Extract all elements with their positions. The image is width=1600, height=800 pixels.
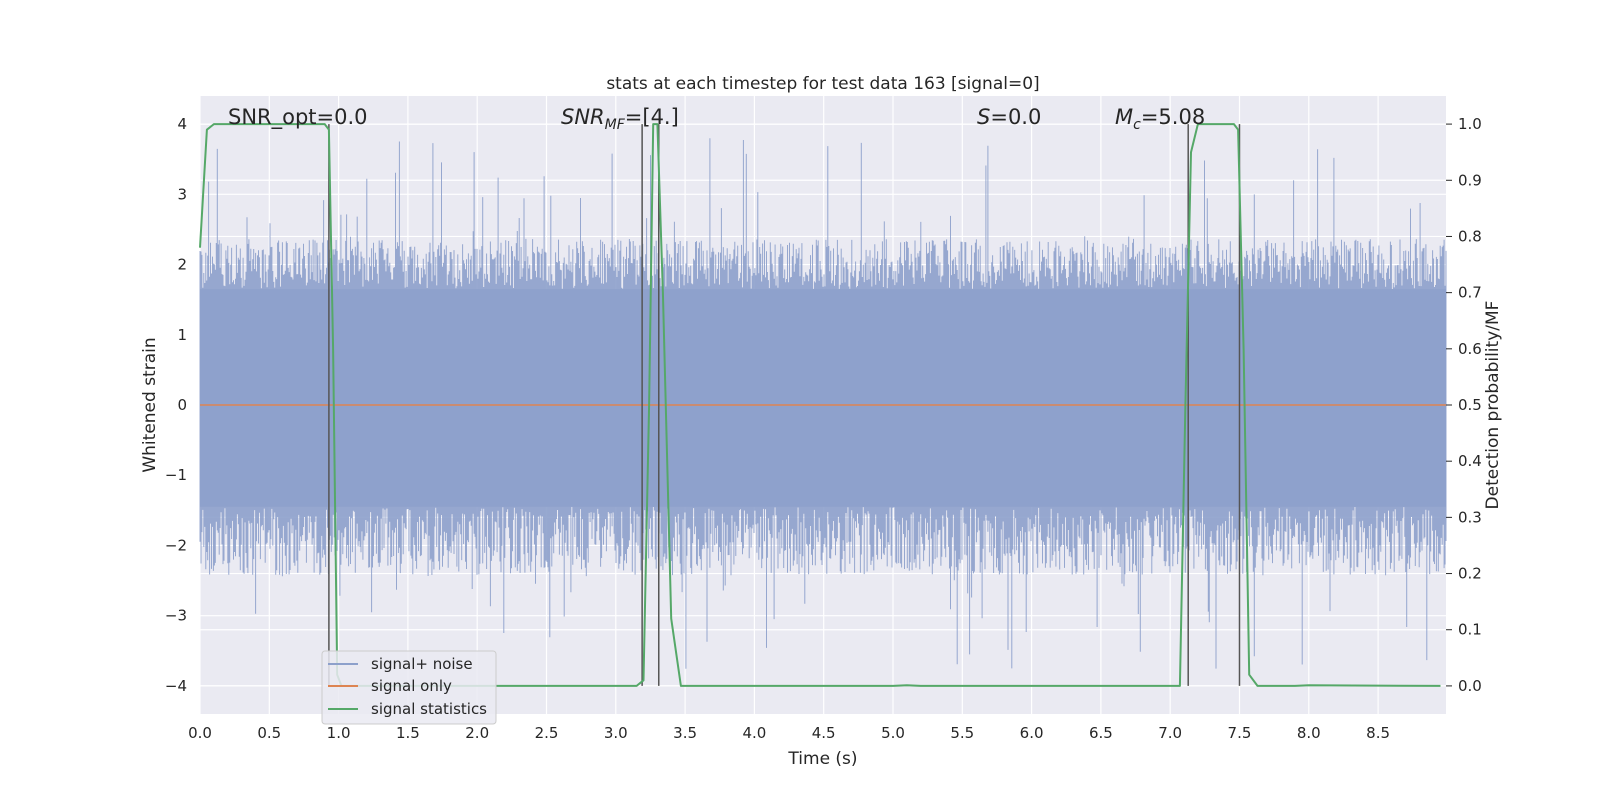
- x-tick-label-4: 2.0: [465, 724, 489, 742]
- y-ticks-left: 4 3 2 1 0 −1 −2 −3 −4: [165, 115, 187, 695]
- y-tick-right-label-10: 0.0: [1458, 677, 1482, 695]
- annotation-snr-opt: SNR_opt=0.0: [228, 105, 368, 130]
- x-tick-label-8: 4.0: [742, 724, 766, 742]
- y-tick-left-label-6: −2: [165, 536, 187, 554]
- annotation-mc-value: =5.08: [1141, 105, 1205, 129]
- y-tick-left-label-1: 3: [177, 185, 187, 203]
- x-tick-label-16: 8.0: [1297, 724, 1321, 742]
- y-tick-left-label-0: 4: [177, 115, 187, 133]
- y-tick-left-label-7: −3: [165, 607, 187, 625]
- y-ticks-right: 1.0 0.9 0.8 0.7 0.6 0.5 0.4 0.3 0.2 0.1 0.0: [1446, 115, 1482, 695]
- x-tick-label-1: 0.5: [257, 724, 281, 742]
- annotation-snr-mf-sub: MF: [605, 117, 626, 133]
- y-tick-right-label-0: 1.0: [1458, 115, 1482, 133]
- x-tick-label-14: 7.0: [1158, 724, 1182, 742]
- y-tick-right-label-9: 0.1: [1458, 621, 1482, 639]
- y-tick-right-label-3: 0.7: [1458, 284, 1482, 302]
- x-tick-label-17: 8.5: [1366, 724, 1390, 742]
- annotation-mc-base: M: [1115, 105, 1133, 129]
- y-axis-label-right: Detection probability/MF: [1483, 301, 1503, 510]
- annotation-snr-mf-base: SNR: [561, 105, 605, 129]
- y-tick-right-label-7: 0.3: [1458, 508, 1482, 526]
- annotation-s: S=0.0: [977, 105, 1041, 129]
- annotation-mc: Mc=5.08: [1115, 105, 1205, 133]
- y-tick-left-label-3: 1: [177, 326, 187, 344]
- x-tick-label-6: 3.0: [604, 724, 628, 742]
- y-tick-left-label-5: −1: [165, 466, 187, 484]
- legend-label-signal-noise: signal+ noise: [371, 655, 473, 673]
- x-tick-label-3: 1.5: [396, 724, 420, 742]
- y-tick-left-label-4: 0: [177, 396, 187, 414]
- annotation-s-value: =0.0: [990, 105, 1041, 129]
- y-tick-right-label-6: 0.4: [1458, 452, 1482, 470]
- y-tick-right-label-4: 0.6: [1458, 340, 1482, 358]
- x-tick-label-0: 0.0: [188, 724, 212, 742]
- legend-label-signal-only: signal only: [371, 677, 452, 695]
- y-axis-label-left: Whitened strain: [140, 337, 160, 472]
- x-tick-label-2: 1.0: [327, 724, 351, 742]
- x-tick-label-12: 6.0: [1020, 724, 1044, 742]
- y-tick-right-label-5: 0.5: [1458, 396, 1482, 414]
- legend: signal+ noise signal only signal statist…: [322, 651, 496, 724]
- x-tick-label-9: 4.5: [812, 724, 836, 742]
- x-tick-label-13: 6.5: [1089, 724, 1113, 742]
- y-tick-left-label-8: −4: [165, 677, 187, 695]
- y-tick-right-label-8: 0.2: [1458, 565, 1482, 583]
- y-tick-left-label-2: 2: [177, 256, 187, 274]
- x-ticks: 0.0 0.5 1.0 1.5 2.0 2.5 3.0 3.5 4.0 4.5 5.0 5.5 6.0 6…: [188, 724, 1390, 742]
- x-axis-label: Time (s): [787, 749, 857, 769]
- x-tick-label-5: 2.5: [535, 724, 559, 742]
- legend-label-signal-statistics: signal statistics: [371, 700, 487, 718]
- x-tick-label-11: 5.5: [950, 724, 974, 742]
- annotation-s-var: S: [977, 105, 990, 129]
- annotation-snr-mf-value: =[4.]: [625, 105, 679, 129]
- x-tick-label-10: 5.0: [881, 724, 905, 742]
- y-tick-right-label-2: 0.8: [1458, 227, 1482, 245]
- chart-title: stats at each timestep for test data 163…: [606, 74, 1039, 94]
- x-tick-label-15: 7.5: [1228, 724, 1252, 742]
- x-tick-label-7: 3.5: [673, 724, 697, 742]
- y-tick-right-label-1: 0.9: [1458, 171, 1482, 189]
